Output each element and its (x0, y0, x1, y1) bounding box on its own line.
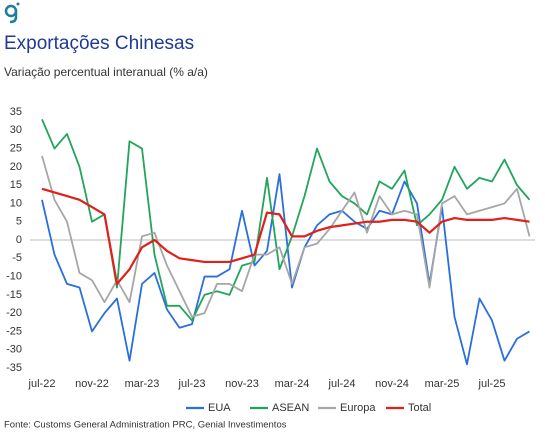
y-tick-label: -10 (6, 270, 22, 282)
y-tick-label: 5 (16, 216, 22, 228)
y-tick-label: 35 (10, 106, 22, 118)
x-tick-label: jul-24 (328, 378, 356, 390)
legend-label: Europa (340, 402, 376, 414)
legend-label: EUA (208, 402, 231, 414)
y-tick-label: 25 (10, 142, 22, 154)
logo (4, 2, 20, 24)
y-tick-label: -20 (6, 307, 22, 319)
chart-title: Exportações Chinesas (4, 33, 194, 54)
y-tick-label: -25 (6, 325, 22, 337)
y-tick-label: -15 (6, 289, 22, 301)
x-tick-label: jul-23 (178, 378, 206, 390)
x-tick-label: nov-22 (75, 378, 109, 390)
y-tick-label: 15 (10, 179, 22, 191)
x-tick-label: mar-23 (125, 378, 160, 390)
series-line (41, 118, 531, 322)
legend-label: ASEAN (272, 402, 309, 414)
legend-label: Total (408, 402, 431, 414)
y-tick-label: -30 (6, 344, 22, 356)
y-tick-label: 30 (10, 124, 22, 136)
x-tick-label: jul-25 (478, 378, 506, 390)
series-line (41, 155, 531, 318)
y-tick-label: 10 (10, 197, 22, 209)
x-tick-label: mar-24 (275, 378, 310, 390)
source: Fonte: Customs General Administration PR… (4, 420, 287, 431)
series-line (41, 173, 530, 366)
y-tick-label: -35 (6, 362, 22, 374)
y-tick-label: 0 (16, 234, 22, 246)
chart-subtitle: Variação percentual interanual (% a/a) (4, 65, 208, 79)
x-tick-label: jul-22 (28, 378, 56, 390)
x-tick-label: nov-23 (225, 378, 259, 390)
x-tick-label: mar-25 (425, 378, 460, 390)
y-tick-label: -5 (12, 252, 22, 264)
y-tick-label: 20 (10, 161, 22, 173)
series-line (41, 187, 530, 285)
x-tick-label: nov-24 (375, 378, 409, 390)
